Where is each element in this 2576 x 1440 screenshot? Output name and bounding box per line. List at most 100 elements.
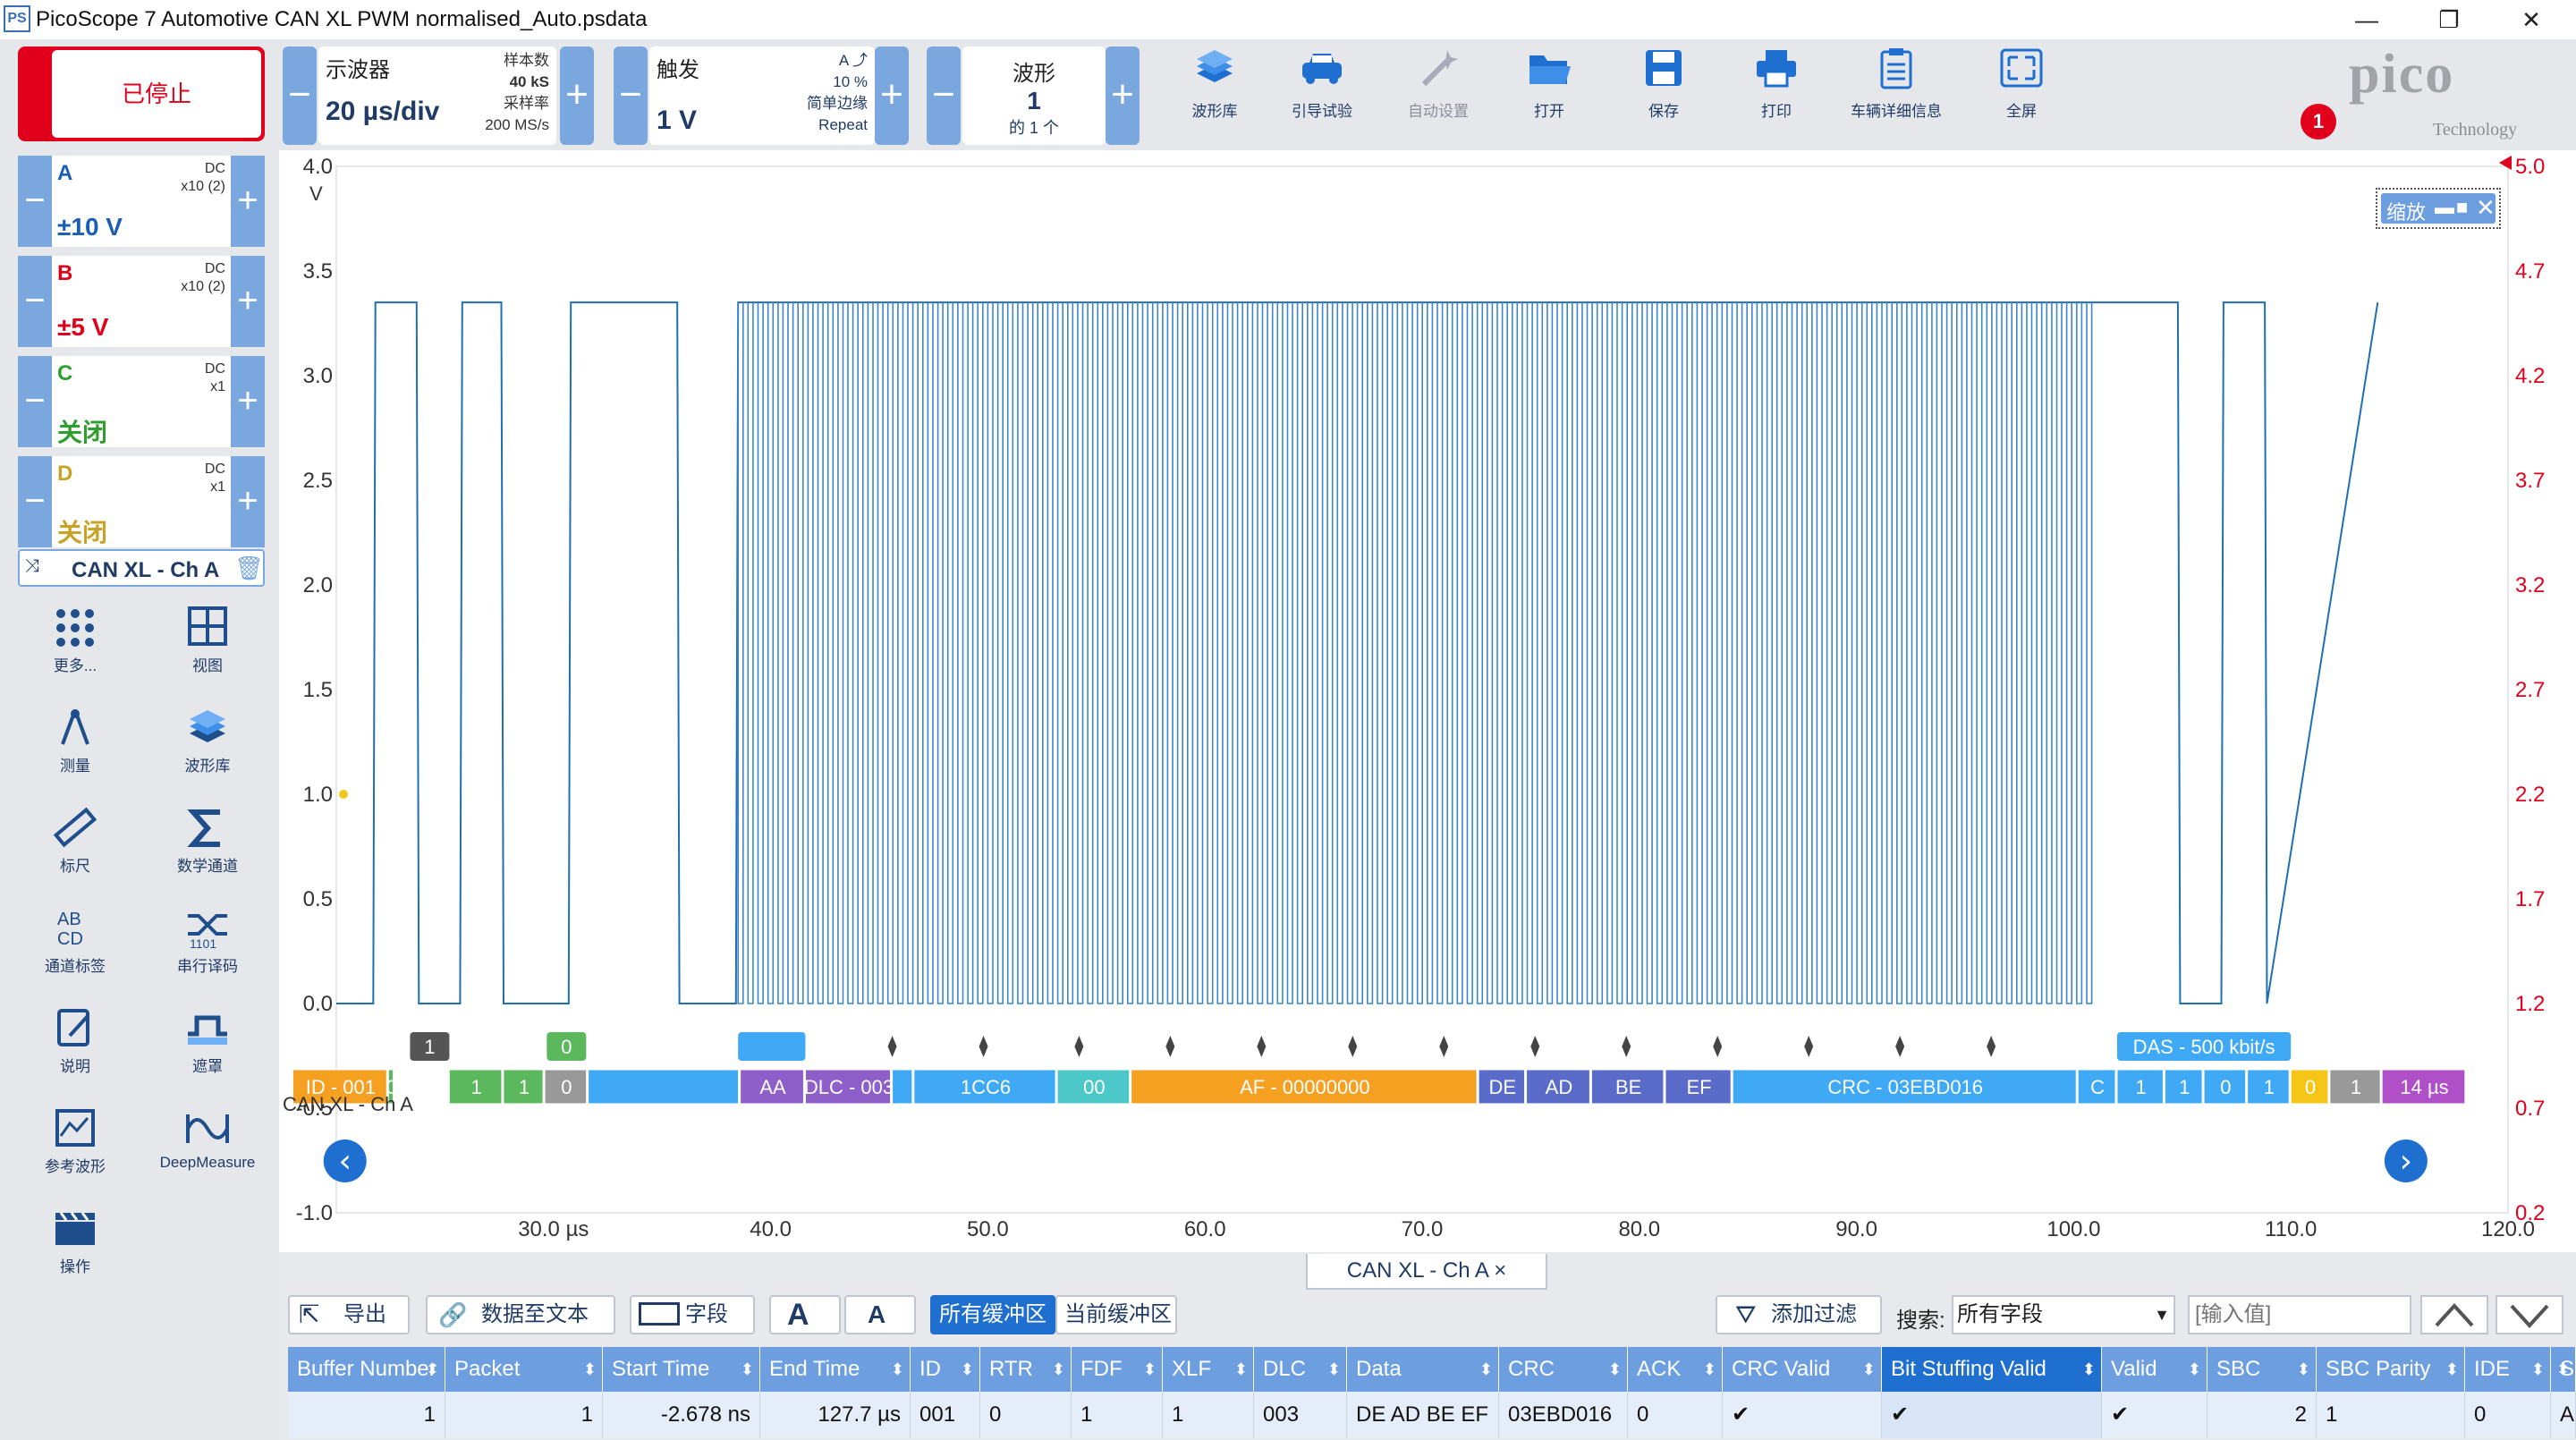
export-button[interactable]: ⇱ 导出 (288, 1295, 410, 1334)
trigger-marker-icon[interactable] (339, 790, 348, 799)
channel-c-control[interactable]: − + C DC x1 关闭 (18, 356, 265, 447)
decode-segment[interactable]: AA (740, 1069, 804, 1105)
decode-segment[interactable]: DLC - 003 (804, 1069, 894, 1105)
tool-compass[interactable]: 测量 (4, 707, 147, 805)
timebase-increase-button[interactable]: + (560, 47, 594, 145)
tool-note[interactable]: 说明 (4, 1007, 147, 1105)
tool-clapper[interactable]: 操作 (4, 1207, 147, 1306)
restore-button[interactable]: ❐ (2438, 6, 2460, 33)
decode-segment[interactable]: 1 (2164, 1069, 2203, 1105)
tool-mask[interactable]: 遮罩 (136, 1007, 279, 1105)
channel-increase-button[interactable]: + (231, 156, 265, 247)
tab-close-icon[interactable]: × (1494, 1258, 1507, 1283)
decoder-chip[interactable]: ⤨ CAN XL - Ch A 🗑 (18, 549, 265, 587)
channel-b-control[interactable]: − + B DC x10 (2) ±5 V (18, 256, 265, 347)
data-to-text-button[interactable]: 🔗 数据至文本 (426, 1295, 615, 1334)
zoom-close-icon[interactable]: ✕ (2476, 194, 2496, 221)
minimize-button[interactable]: — (2355, 6, 2378, 33)
trigger-control[interactable]: 触发 1 V A ⤴ 10 % 简单边缘 Repeat (649, 47, 875, 145)
column-header[interactable]: S ⬍ (2551, 1347, 2576, 1392)
column-header[interactable]: CRC Valid ⬍ (1723, 1347, 1882, 1392)
tool-ruler[interactable]: 标尺 (4, 807, 147, 905)
toolbar-button-save[interactable]: 保存 (1610, 47, 1717, 136)
toolbar-button-fullscreen[interactable]: 全屏 (1968, 47, 2075, 136)
add-filter-button[interactable]: ⛛ 添加过滤 (1716, 1295, 1882, 1334)
column-header[interactable]: SBC ⬍ (2207, 1347, 2317, 1392)
decode-segment[interactable] (394, 1069, 448, 1105)
search-input[interactable] (2188, 1295, 2411, 1334)
scope-plot[interactable]: 4.03.53.02.52.01.51.00.50.0-0.5-1.0V5.04… (279, 150, 2576, 1250)
column-header[interactable]: Packet ⬍ (445, 1347, 603, 1392)
decode-segment[interactable]: EF (1665, 1069, 1732, 1105)
channel-increase-button[interactable]: + (231, 456, 265, 547)
search-up-button[interactable] (2420, 1295, 2488, 1334)
all-buffers-toggle[interactable]: 所有缓冲区 (930, 1295, 1055, 1334)
column-header[interactable]: End Time ⬍ (760, 1347, 911, 1392)
decode-segment[interactable]: CRC - 03EBD016 (1732, 1069, 2077, 1105)
tool-deepmeasure[interactable]: DeepMeasure (136, 1107, 279, 1206)
channel-a-control[interactable]: − + A DC x10 (2) ±10 V (18, 156, 265, 247)
decode-segment[interactable]: 1 (2116, 1069, 2164, 1105)
column-header[interactable]: DLC ⬍ (1254, 1347, 1347, 1392)
decode-segment[interactable]: AD (1526, 1069, 1590, 1105)
zoom-maximize-icon[interactable]: ■ (2456, 196, 2469, 218)
column-header[interactable]: Data ⬍ (1347, 1347, 1499, 1392)
decode-segment[interactable]: 1CC6 (913, 1069, 1056, 1105)
decode-segment[interactable]: 0 (2290, 1069, 2329, 1105)
trash-icon[interactable]: 🗑 (234, 555, 265, 581)
notification-badge[interactable]: 1 (2301, 104, 2336, 140)
toolbar-button-clipboard[interactable]: 车辆详细信息 (1843, 47, 1950, 136)
decode-segment[interactable]: 00 (1056, 1069, 1131, 1105)
tool-serial-decode[interactable]: 1101 串行译码 (136, 907, 279, 1005)
channel-decrease-button[interactable]: − (18, 256, 52, 347)
decode-segment[interactable] (892, 1069, 913, 1105)
column-header[interactable]: Buffer Number ⬍ (288, 1347, 445, 1392)
decode-segment[interactable] (588, 1069, 740, 1105)
column-header[interactable]: ID ⬍ (911, 1347, 980, 1392)
search-down-button[interactable] (2496, 1295, 2563, 1334)
close-button[interactable]: ✕ (2521, 6, 2541, 33)
decode-segment[interactable]: BE (1590, 1069, 1665, 1105)
tool-view-grid[interactable]: 视图 (136, 606, 279, 705)
channel-decrease-button[interactable]: − (18, 156, 52, 247)
scroll-right-icon[interactable]: › (2384, 1139, 2428, 1182)
tool-reference[interactable]: 参考波形 (4, 1107, 147, 1206)
search-field-select[interactable]: 所有字段 ▼ (1952, 1295, 2175, 1334)
tool-abcd[interactable]: AB CD 通道标签 (4, 907, 147, 1005)
tool-dots-grid[interactable]: 更多... (4, 606, 147, 705)
trigger-increase-button[interactable]: + (875, 47, 909, 145)
trigger-decrease-button[interactable]: − (614, 47, 648, 145)
ch-b-offset-marker-icon[interactable] (2499, 156, 2512, 170)
toolbar-button-wand[interactable]: 自动设置 (1385, 47, 1492, 136)
toolbar-button-car[interactable]: 引导试验 (1268, 47, 1376, 136)
fields-button[interactable]: 字段 (630, 1295, 755, 1334)
column-header[interactable]: RTR ⬍ (980, 1347, 1072, 1392)
toolbar-button-printer[interactable]: 打印 (1723, 47, 1830, 136)
timebase-control[interactable]: 示波器 20 µs/div 样本数 40 kS 采样率 200 MS/s (318, 47, 556, 145)
waveform-decrease-button[interactable]: − (927, 47, 961, 145)
font-decrease-button[interactable]: A (844, 1295, 916, 1334)
decode-segment[interactable]: 1 (503, 1069, 544, 1105)
decode-segment[interactable]: AF - 00000000 (1131, 1069, 1478, 1105)
column-header[interactable]: Valid ⬍ (2102, 1347, 2207, 1392)
column-header[interactable]: Bit Stuffing Valid ⬍ (1882, 1347, 2102, 1392)
font-increase-button[interactable]: A (769, 1295, 841, 1334)
toolbar-button-stack[interactable]: 波形库 (1161, 47, 1268, 136)
decode-segment[interactable]: 1 (2329, 1069, 2381, 1105)
decode-segment[interactable]: C (2077, 1069, 2116, 1105)
column-header[interactable]: SBC Parity ⬍ (2317, 1347, 2465, 1392)
channel-decrease-button[interactable]: − (18, 456, 52, 547)
channel-increase-button[interactable]: + (231, 356, 265, 447)
channel-d-control[interactable]: − + D DC x1 关闭 (18, 456, 265, 547)
decode-segment[interactable]: ID - 001 (292, 1069, 387, 1105)
decode-segment[interactable]: 0 (2203, 1069, 2247, 1105)
decode-segment[interactable]: 14 µs (2381, 1069, 2466, 1105)
tool-stack[interactable]: 波形库 (136, 707, 279, 805)
zoom-widget[interactable]: 缩放 ▬ ■ ✕ (2376, 188, 2501, 229)
zoom-minimize-icon[interactable]: ▬ (2435, 196, 2454, 218)
timebase-decrease-button[interactable]: − (283, 47, 317, 145)
tool-sigma[interactable]: 数学通道 (136, 807, 279, 905)
column-header[interactable]: FDF ⬍ (1072, 1347, 1163, 1392)
channel-increase-button[interactable]: + (231, 256, 265, 347)
decode-segment[interactable]: 1 (2247, 1069, 2290, 1105)
